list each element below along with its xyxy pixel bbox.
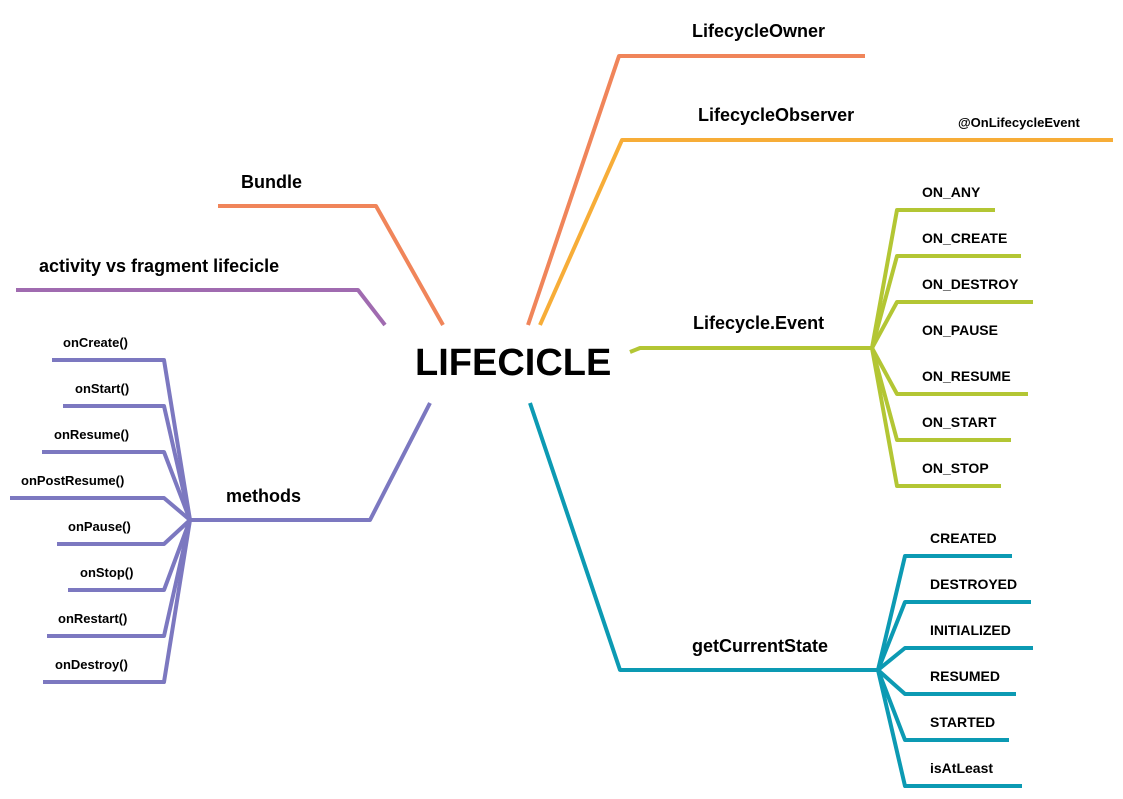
topic-activity-vs-fragment[interactable]: activity vs fragment lifecicle	[39, 256, 280, 276]
subtopic-state-item[interactable]: isAtLeast	[930, 760, 994, 776]
subtopic-event-item[interactable]: ON_PAUSE	[922, 322, 998, 338]
methods-child-connector	[57, 518, 192, 546]
topic-lifecycle-event[interactable]: Lifecycle.Event	[693, 313, 825, 333]
subtopic-on-lifecycle-event[interactable]: @OnLifecycleEvent	[958, 115, 1080, 130]
subtopic-state-item[interactable]: INITIALIZED	[930, 622, 1011, 638]
event-child-connector	[870, 254, 1021, 349]
methods-child-connector	[52, 358, 192, 521]
methods-child-connector	[10, 496, 192, 522]
methods-child-connector	[47, 519, 192, 638]
subtopic-method-item[interactable]: onDestroy()	[55, 657, 128, 672]
topic-lifecycle-owner[interactable]: LifecycleOwner	[692, 21, 826, 41]
subtopic-method-item[interactable]: onPause()	[68, 519, 131, 534]
topic-lifecycle-observer[interactable]: LifecycleObserver	[698, 105, 855, 125]
state-connector	[528, 402, 878, 672]
subtopic-event-item[interactable]: ON_DESTROY	[922, 276, 1019, 292]
subtopic-method-item[interactable]: onPostResume()	[21, 473, 125, 488]
event-child-connector	[870, 300, 1033, 349]
subtopic-event-item[interactable]: ON_START	[922, 414, 997, 430]
observer-connector	[538, 138, 1113, 326]
subtopic-method-item[interactable]: onStart()	[75, 381, 130, 396]
event-child-connector	[870, 347, 1028, 396]
topic-get-current-state[interactable]: getCurrentState	[692, 636, 829, 656]
event-child-connector	[870, 347, 1011, 442]
subtopic-state-item[interactable]: RESUMED	[930, 668, 1001, 684]
methods-child-connector	[63, 404, 192, 521]
methods-child-connector	[68, 519, 192, 592]
state-child-connector	[876, 646, 1033, 672]
subtopic-state-item[interactable]: CREATED	[930, 530, 997, 546]
subtopic-state-item[interactable]: STARTED	[930, 714, 996, 730]
subtopic-event-item[interactable]: ON_ANY	[922, 184, 981, 200]
methods-child-connector	[43, 519, 192, 684]
topic-bundle[interactable]: Bundle	[241, 172, 302, 192]
activity-connector	[16, 288, 387, 327]
subtopic-method-item[interactable]: onRestart()	[58, 611, 128, 626]
event-child-connector	[870, 347, 1001, 488]
subtopic-event-item[interactable]: ON_RESUME	[922, 368, 1011, 384]
subtopic-event-item[interactable]: ON_CREATE	[922, 230, 1008, 246]
subtopic-state-item[interactable]: DESTROYED	[930, 576, 1018, 592]
topic-methods[interactable]: methods	[226, 486, 302, 506]
bundle-connector	[218, 204, 445, 326]
subtopic-method-item[interactable]: onCreate()	[63, 335, 129, 350]
methods-connector	[190, 402, 432, 522]
subtopic-method-item[interactable]: onResume()	[54, 427, 130, 442]
root-topic[interactable]: LIFECICLE	[415, 342, 612, 384]
methods-child-connector	[42, 450, 192, 521]
state-child-connector	[876, 554, 1012, 671]
state-child-connector	[876, 669, 1022, 788]
event-child-connector	[870, 208, 995, 349]
subtopic-method-item[interactable]: onStop()	[80, 565, 134, 580]
state-child-connector	[876, 668, 1016, 696]
subtopic-event-item[interactable]: ON_STOP	[922, 460, 989, 476]
owner-connector	[526, 54, 865, 326]
state-child-connector	[876, 600, 1031, 671]
event-connector	[629, 346, 872, 354]
state-child-connector	[876, 669, 1009, 742]
